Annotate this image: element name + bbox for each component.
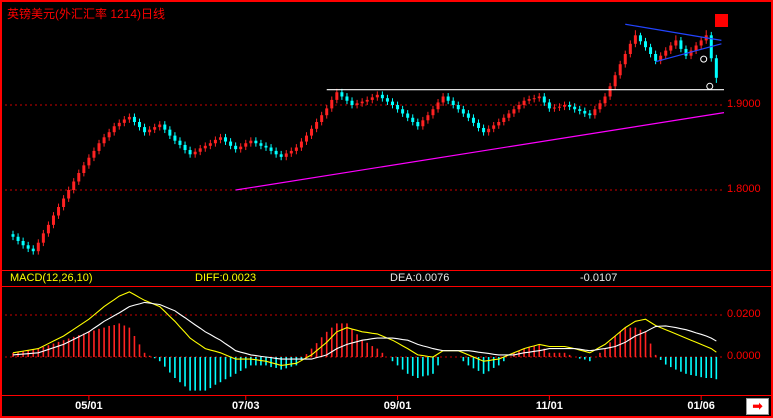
price-circle-marker: [706, 82, 714, 90]
gridlines: [5, 104, 724, 358]
date-label: 01/06: [687, 400, 715, 412]
date-label: 05/01: [75, 400, 103, 412]
candlestick-layer: [11, 30, 718, 255]
triangle-lower-line[interactable]: [655, 43, 722, 63]
dea-line: [12, 301, 717, 360]
price-axis-label: 1.8000: [727, 183, 761, 195]
price-circle-marker: [700, 55, 708, 63]
scroll-right-button[interactable]: ➡: [746, 398, 769, 415]
macd-params-label: MACD(12,26,10): [10, 272, 93, 284]
ascending-support-trendline[interactable]: [235, 112, 725, 191]
macd-histogram: [12, 323, 718, 391]
price-axis-label: 1.9000: [727, 98, 761, 110]
chart-title: 英镑美元(外汇汇率 1214)日线: [7, 7, 166, 21]
separator-line: [2, 270, 771, 271]
triangle-upper-line[interactable]: [625, 23, 722, 41]
separator-line: [2, 286, 771, 287]
separator-line: [2, 395, 771, 396]
date-label: 09/01: [383, 400, 412, 412]
macd-dea-value: DEA:0.0076: [390, 272, 450, 284]
date-ticks: [88, 396, 702, 400]
macd-axis-label: 0.0000: [727, 350, 761, 362]
diff-line: [12, 291, 717, 366]
macd-status-row: MACD(12,26,10) DIFF:0.0023 DEA:0.0076 -0…: [2, 272, 771, 285]
macd-diff-value: DIFF:0.0023: [195, 272, 257, 284]
trendline-layer[interactable]: [235, 23, 725, 191]
date-label: 07/03: [231, 400, 260, 412]
right-arrow-icon: ➡: [752, 399, 763, 413]
macd-hist-value: -0.0107: [580, 272, 618, 284]
red-square-drawing-handle[interactable]: [715, 14, 728, 27]
macd-axis-label: 0.0200: [727, 308, 761, 320]
date-label: 11/01: [535, 400, 563, 412]
